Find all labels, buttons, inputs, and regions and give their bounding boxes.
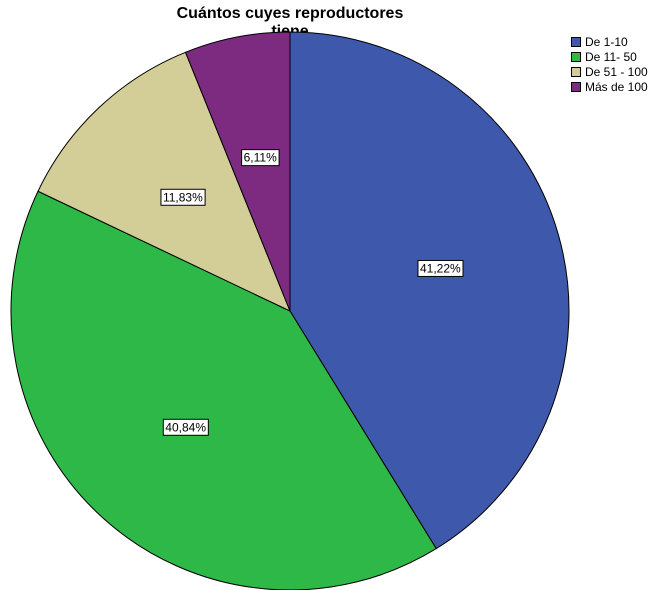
slice-label-3: 11,83%: [160, 188, 206, 206]
legend: De 1-10 De 11- 50 De 51 - 100 Más de 100: [571, 35, 648, 95]
legend-swatch: [571, 67, 581, 77]
legend-swatch: [571, 82, 581, 92]
svg-text:40,84%: 40,84%: [165, 420, 206, 434]
svg-text:41,22%: 41,22%: [420, 261, 461, 275]
pie-slice-1: [289, 31, 570, 550]
pie-slice-2: [10, 190, 437, 590]
legend-item-4: Más de 100: [571, 80, 648, 94]
legend-item-1: De 1-10: [571, 35, 648, 49]
legend-swatch: [571, 52, 581, 62]
legend-item-3: De 51 - 100: [571, 65, 648, 79]
svg-text:11,83%: 11,83%: [163, 190, 203, 204]
slice-label-1: 41,22%: [417, 259, 464, 277]
pie-slice-4: [184, 31, 291, 312]
legend-label: De 51 - 100: [585, 65, 648, 79]
legend-label: Más de 100: [585, 80, 648, 94]
legend-swatch: [571, 37, 581, 47]
slice-label-4: 6,11%: [241, 149, 280, 167]
legend-item-2: De 11- 50: [571, 50, 648, 64]
legend-label: De 1-10: [585, 35, 628, 49]
legend-label: De 11- 50: [585, 50, 637, 64]
svg-text:6,11%: 6,11%: [244, 151, 277, 165]
pie-slice-3: [37, 51, 291, 313]
slice-label-2: 40,84%: [162, 418, 209, 436]
